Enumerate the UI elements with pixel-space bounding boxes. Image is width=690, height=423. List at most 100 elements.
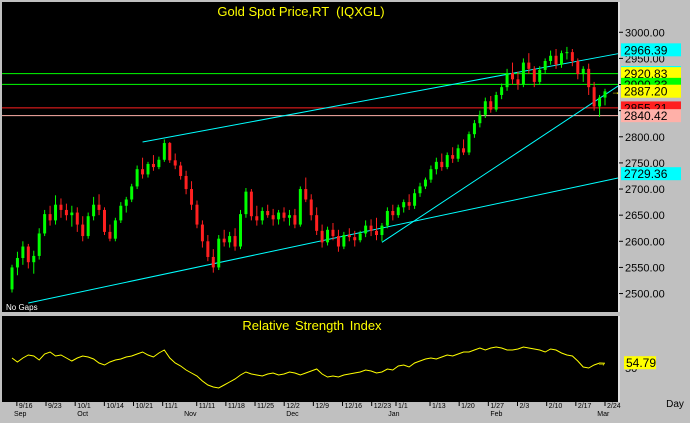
candle-body-52 — [293, 215, 297, 225]
candle-body-94 — [521, 62, 525, 85]
candle-79 — [440, 153, 444, 171]
candle-body-43 — [244, 191, 248, 215]
candle-body-15 — [92, 204, 96, 217]
price-chart-title: Gold Spot Price,RT (IQXGL) — [217, 4, 384, 19]
price-label-box-7 — [621, 167, 681, 181]
candle-53 — [298, 186, 302, 227]
last-price-marker: → — [611, 86, 620, 96]
candle-50 — [282, 207, 286, 222]
price-label-box-6 — [621, 109, 681, 123]
candle-75 — [418, 182, 422, 197]
x-tick-label: 1/27 — [490, 403, 504, 410]
axis-layer: 2500.00 2550.00 2600.00 2650.00 2700.00 2750.… — [14, 27, 681, 418]
candle-104 — [576, 58, 580, 80]
candle-body-40 — [228, 236, 232, 243]
candle-23 — [135, 165, 139, 190]
candle-body-51 — [287, 215, 291, 218]
candle-72 — [402, 199, 406, 213]
price-panel[interactable] — [2, 2, 618, 312]
x-tick-label: 9/16 — [19, 403, 33, 410]
price-label: 2840.42 — [624, 109, 668, 123]
candle-body-25 — [146, 163, 150, 175]
candle-body-23 — [135, 169, 139, 187]
price-label-box-0 — [621, 43, 681, 57]
y-tick-label: 2650.00 — [625, 210, 665, 222]
price-label: 2887.20 — [624, 85, 668, 99]
candle-5 — [37, 228, 41, 260]
candle-body-77 — [429, 169, 433, 180]
candle-1 — [15, 251, 19, 276]
candle-28 — [162, 139, 166, 162]
x-tick-label: 2/17 — [578, 403, 592, 410]
x-tick-label: 11/18 — [228, 403, 245, 410]
rsi-last-value-box — [624, 356, 656, 370]
candle-34 — [195, 200, 199, 229]
candle-body-20 — [119, 205, 123, 221]
x-tick-label: 12/16 — [345, 403, 363, 410]
candle-body-96 — [532, 68, 536, 82]
candle-body-16 — [97, 204, 101, 210]
candle-31 — [179, 161, 183, 180]
y-tick-label: 2600.00 — [625, 236, 665, 248]
candle-68 — [380, 223, 384, 242]
candle-body-104 — [576, 61, 580, 75]
y-tick-label: 2550.00 — [625, 262, 665, 274]
y-tick-label: 2950.00 — [625, 53, 665, 65]
candle-body-102 — [565, 52, 569, 54]
candle-105 — [581, 66, 585, 82]
candle-78 — [434, 157, 438, 175]
candle-30 — [173, 153, 177, 170]
candle-83 — [462, 139, 466, 156]
candle-body-76 — [423, 179, 427, 187]
candle-body-17 — [102, 209, 106, 232]
candle-61 — [342, 231, 346, 250]
candle-body-36 — [206, 241, 210, 257]
candle-6 — [43, 209, 47, 237]
candle-109 — [603, 88, 607, 106]
candle-14 — [86, 212, 90, 239]
no-gaps-note: No Gaps — [6, 303, 38, 312]
candle-body-81 — [451, 155, 455, 159]
candle-body-74 — [413, 193, 417, 206]
candle-body-8 — [54, 204, 58, 221]
y-tick-label: 2700.00 — [625, 184, 665, 196]
price-label: 2920.83 — [624, 67, 668, 81]
candle-100 — [554, 48, 558, 69]
month-label: Sep — [14, 411, 27, 418]
candle-33 — [190, 181, 194, 210]
candle-body-30 — [173, 160, 177, 166]
candle-87 — [483, 97, 487, 118]
candle-25 — [146, 161, 150, 178]
price-chart-layer: → — [2, 46, 620, 304]
month-label: Jan — [388, 411, 399, 418]
candle-8 — [54, 195, 58, 225]
x-tick-label: 11/1 — [165, 403, 178, 410]
candle-99 — [549, 50, 553, 65]
rsi-line — [11, 346, 606, 389]
x-tick-label: 10/1 — [77, 403, 91, 410]
candle-body-67 — [375, 230, 379, 236]
trend-line-0 — [142, 53, 619, 143]
candle-54 — [304, 177, 308, 203]
candle-body-48 — [271, 215, 275, 220]
candle-body-88 — [489, 101, 493, 110]
candle-body-78 — [434, 161, 438, 170]
rsi-panel[interactable] — [2, 316, 618, 402]
candle-body-39 — [222, 238, 226, 243]
candle-0 — [10, 264, 14, 293]
candle-body-41 — [233, 236, 237, 247]
candle-body-64 — [358, 233, 362, 241]
candle-body-27 — [157, 159, 161, 168]
candle-29 — [168, 142, 172, 163]
candle-57 — [320, 224, 324, 248]
candle-body-80 — [445, 155, 449, 168]
candle-body-82 — [456, 148, 460, 159]
candle-body-83 — [462, 148, 466, 153]
candle-96 — [532, 66, 536, 88]
candle-36 — [206, 235, 210, 262]
rsi-last-marker: → — [597, 358, 606, 368]
candle-98 — [543, 58, 547, 75]
candle-55 — [309, 194, 313, 221]
candle-body-98 — [543, 61, 547, 70]
candle-18 — [108, 224, 112, 242]
